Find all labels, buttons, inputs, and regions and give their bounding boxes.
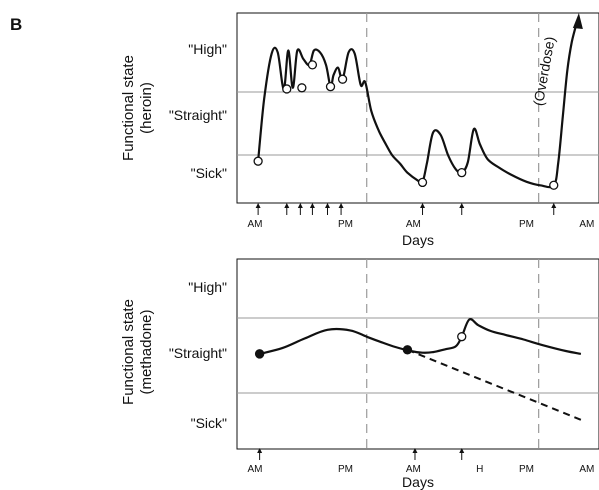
- y-axis-label: Functional state (heroin): [120, 55, 155, 161]
- y-level-label: "Straight": [169, 107, 227, 123]
- dose-arrow: [309, 203, 315, 215]
- y-level-label: "High": [188, 279, 227, 295]
- dose-arrow: [255, 203, 261, 215]
- open-marker: [417, 177, 428, 188]
- dose-arrow: [459, 448, 465, 460]
- x-tick-label: PM: [519, 219, 534, 230]
- plot-frame: [236, 258, 599, 450]
- panel-label: B: [10, 15, 22, 34]
- open-marker: [282, 84, 292, 94]
- open-marker: [297, 83, 307, 93]
- overdose-annotation: (Overdose): [530, 35, 558, 107]
- methadone-series-line: [259, 318, 582, 355]
- open-marker: [325, 82, 336, 92]
- dose-arrow: [551, 203, 557, 215]
- open-marker: [253, 156, 263, 166]
- dose-arrow: [412, 448, 418, 460]
- y-level-label: "Straight": [169, 345, 227, 361]
- y-axis-label: Functional state (methadone): [120, 299, 155, 405]
- dose-arrow: [338, 203, 344, 215]
- open-marker: [457, 332, 467, 342]
- open-marker: [307, 60, 318, 70]
- closed-marker: [254, 349, 265, 359]
- methadone-panel: "Sick" "Straight" "High" Functional state(…: [120, 258, 599, 490]
- y-axis-label-line: (methadone): [138, 309, 155, 394]
- heroin-panel: "Sick""Straight""High" Functional state(…: [120, 12, 599, 248]
- dose-arrow: [459, 203, 465, 215]
- y-level-label: "High": [188, 41, 227, 57]
- open-marker: [549, 180, 559, 190]
- dose-arrow: [297, 203, 303, 215]
- x-tick-label: PM: [338, 464, 353, 475]
- x-axis-label: Days: [402, 232, 434, 248]
- x-axis-label: Days: [402, 474, 434, 490]
- x-tick-label: AM: [406, 219, 421, 230]
- methadone-dashed-line: [407, 348, 582, 421]
- dose-arrow: [284, 203, 290, 215]
- y-axis-label-line: Functional state: [120, 299, 137, 405]
- closed-marker: [402, 345, 413, 355]
- open-marker: [457, 168, 467, 178]
- x-tick-label: AM: [248, 219, 263, 230]
- x-tick-label: AM: [248, 464, 263, 475]
- dose-arrow: [325, 203, 330, 215]
- dose-arrow: [420, 203, 426, 215]
- x-tick-label: PM: [519, 464, 534, 475]
- y-axis-label-line: (heroin): [138, 82, 155, 134]
- x-tick-label: AM: [579, 219, 594, 230]
- x-tick-label: AM: [579, 464, 594, 475]
- x-tick-label: H: [476, 464, 483, 475]
- x-tick-label: PM: [338, 219, 353, 230]
- heroin-series-line: [257, 18, 579, 189]
- dose-arrow: [257, 448, 263, 460]
- y-axis-label-line: Functional state: [120, 55, 137, 161]
- y-level-label: "Sick": [191, 415, 227, 431]
- open-marker: [337, 74, 348, 84]
- overdose-arrowhead: [572, 13, 583, 29]
- x-tick-label: AM: [406, 464, 421, 475]
- y-level-label: "Sick": [191, 165, 227, 181]
- plot-frame: [236, 12, 599, 204]
